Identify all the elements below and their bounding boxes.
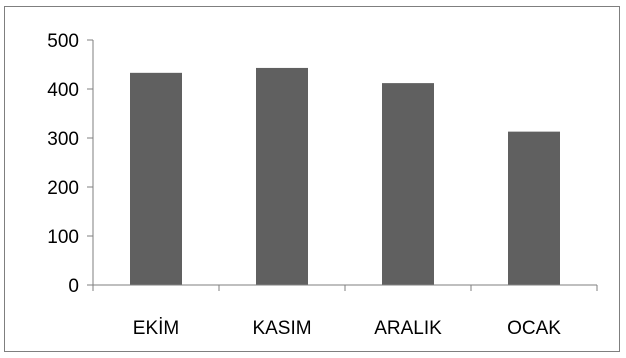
y-tick-label-2: 200 xyxy=(47,178,79,199)
bar-2 xyxy=(382,83,434,286)
bar-1 xyxy=(256,67,308,286)
bar-3 xyxy=(508,131,560,285)
y-tick-label-1: 100 xyxy=(47,227,79,248)
y-tick-label-0: 0 xyxy=(68,276,79,297)
x-category-label-0: EKİM xyxy=(133,318,179,339)
y-tick-label-3: 300 xyxy=(47,129,79,150)
y-tick-label-4: 400 xyxy=(47,80,79,101)
x-category-label-2: ARALIK xyxy=(374,318,442,339)
bar-0 xyxy=(130,72,182,285)
y-tick-label-5: 500 xyxy=(47,31,79,52)
x-category-label-3: OCAK xyxy=(507,318,561,339)
x-category-label-1: KASIM xyxy=(252,318,311,339)
